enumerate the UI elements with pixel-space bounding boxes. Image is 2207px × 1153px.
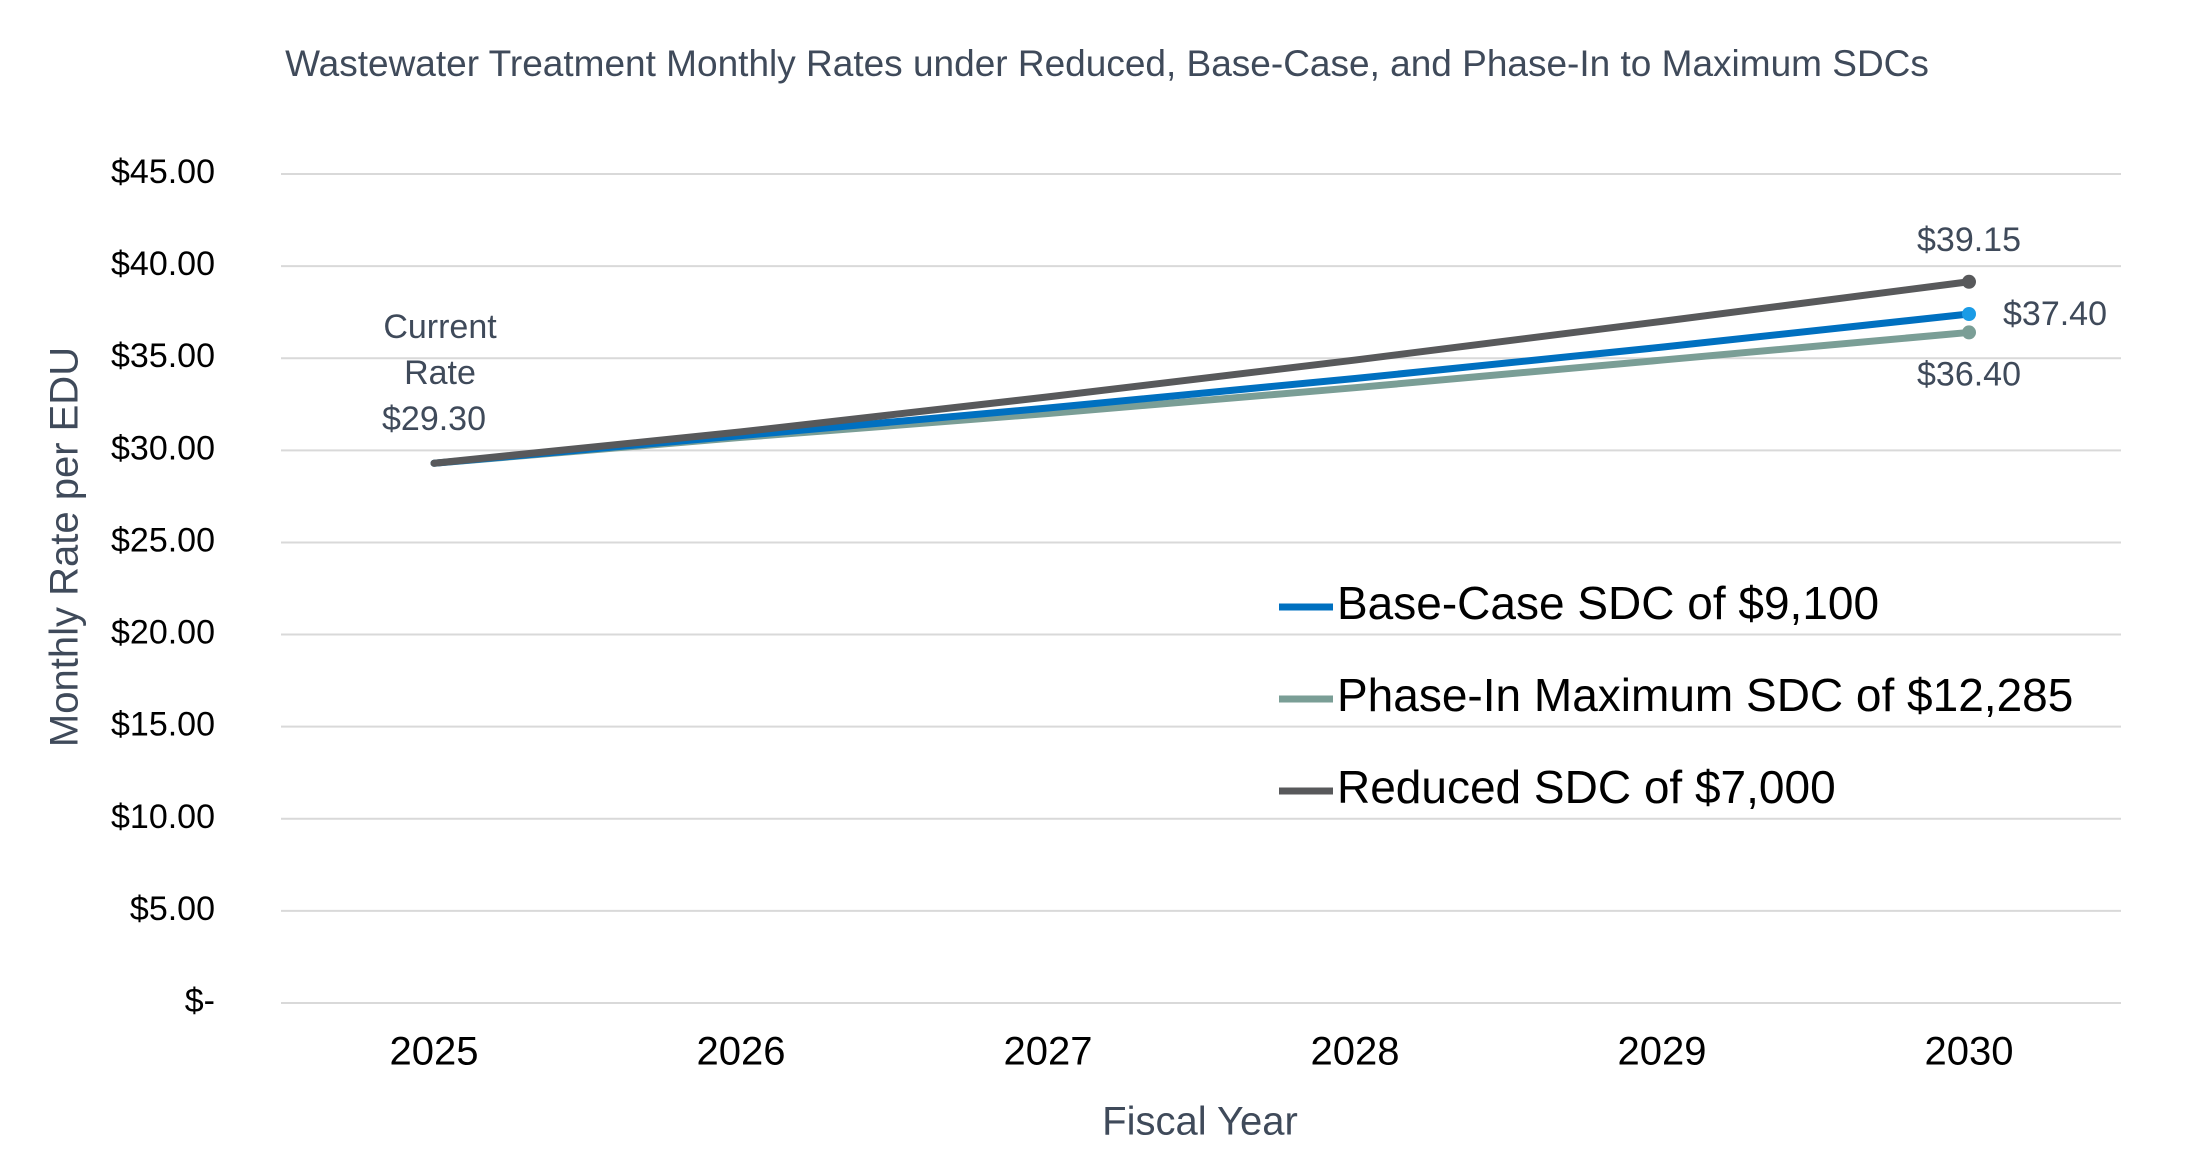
data-label: $39.15 — [1917, 221, 2021, 259]
legend-label: Reduced SDC of $7,000 — [1337, 761, 1836, 813]
annotation: Current — [383, 308, 497, 346]
x-tick-label: 2028 — [1311, 1030, 1400, 1074]
y-tick-label: $25.00 — [111, 521, 215, 559]
x-tick-label: 2029 — [1618, 1030, 1707, 1074]
end-marker — [1962, 307, 1976, 322]
x-axis-title: Fiscal Year — [1102, 1100, 1298, 1144]
x-tick-label: 2030 — [1925, 1030, 2014, 1074]
y-tick-label: $45.00 — [111, 153, 215, 191]
legend-label: Base-Case SDC of $9,100 — [1337, 577, 1879, 629]
end-marker — [1962, 325, 1976, 340]
annotation: Rate — [404, 354, 476, 392]
series-line — [430, 278, 1973, 467]
legend-label: Phase-In Maximum SDC of $12,285 — [1337, 669, 2073, 721]
x-tick-label: 2026 — [697, 1030, 786, 1074]
y-axis-title: Monthly Rate per EDU — [43, 347, 87, 747]
x-tick-label: 2025 — [390, 1030, 479, 1074]
y-tick-label: $15.00 — [111, 706, 215, 744]
y-tick-label: $5.00 — [130, 890, 215, 928]
y-tick-label: $20.00 — [111, 614, 215, 652]
data-label: $36.40 — [1917, 355, 2021, 393]
end-marker — [1962, 274, 1976, 289]
x-tick-label: 2027 — [1004, 1030, 1093, 1074]
y-tick-label: $10.00 — [111, 798, 215, 836]
y-tick-label: $30.00 — [111, 429, 215, 467]
chart-title: Wastewater Treatment Monthly Rates under… — [285, 43, 1929, 84]
y-tick-label: $35.00 — [111, 337, 215, 375]
data-label: $29.30 — [382, 400, 486, 438]
y-tick-label: $40.00 — [111, 245, 215, 283]
data-label: $37.40 — [2003, 295, 2107, 333]
y-tick-label: $- — [185, 982, 215, 1020]
